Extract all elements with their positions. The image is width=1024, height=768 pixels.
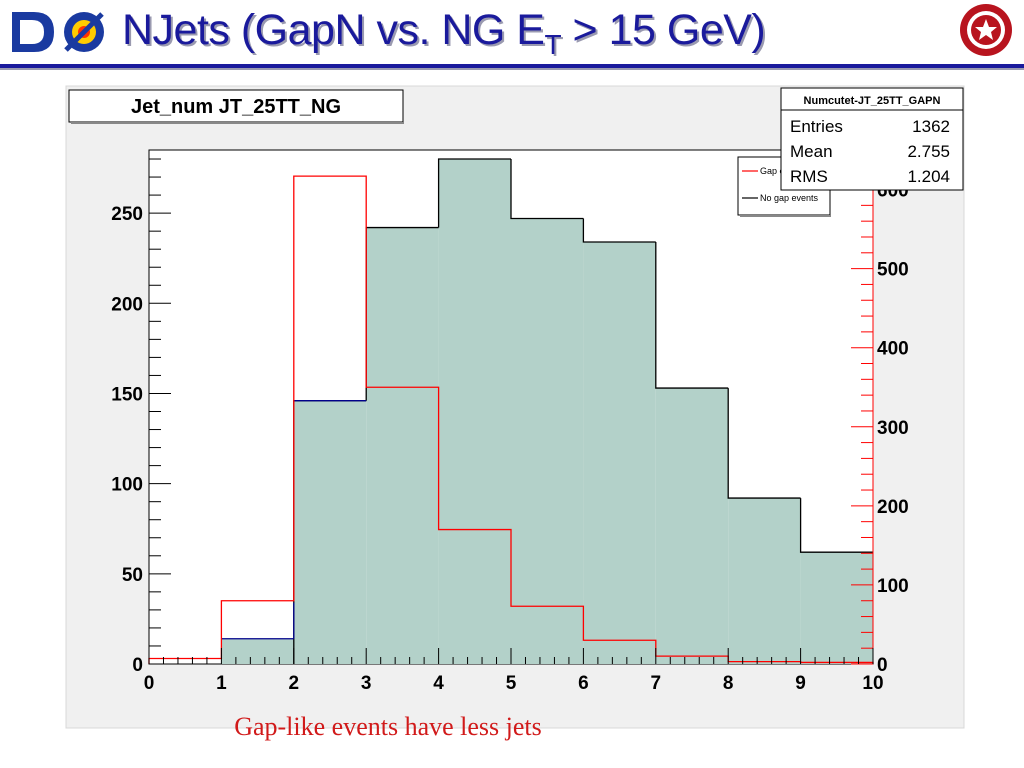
stats-value-rms: 1.204 [907, 167, 950, 186]
x-tick-label: 2 [289, 673, 300, 694]
stats-label-mean: Mean [790, 142, 833, 161]
bar-bin-3 [366, 227, 439, 664]
right-tick-label: 100 [877, 576, 909, 597]
right-tick-label: 200 [877, 497, 909, 518]
university-seal-icon [960, 4, 1012, 56]
bar-bin-5 [511, 218, 584, 665]
bar-bin-9 [800, 552, 873, 664]
slide-header: NJets (GapN vs. NG ET > 15 GeV) [0, 0, 1024, 80]
left-tick-label: 200 [111, 294, 143, 315]
stats-box: Numcutet-JT_25TT_GAPN Entries 1362 Mean … [780, 87, 964, 191]
bar-bin-1 [221, 638, 294, 664]
gap-events-line [148, 175, 874, 664]
left-tick-label: 0 [132, 655, 143, 676]
right-tick-label: 0 [877, 655, 888, 676]
x-axis: 0 1 2 3 4 5 6 7 8 9 10 [144, 648, 884, 694]
histogram-title: Jet_num JT_25TT_NG [131, 96, 341, 118]
slide-caption: Gap-like events have less jets [234, 712, 542, 741]
stats-value-entries: 1362 [912, 117, 950, 136]
stats-label-rms: RMS [790, 167, 828, 186]
x-tick-label: 10 [862, 673, 883, 694]
x-tick-label: 9 [795, 673, 806, 694]
bar-bin-6 [583, 241, 656, 664]
stats-label-entries: Entries [790, 117, 843, 136]
bar-bin-2 [293, 400, 367, 664]
left-tick-label: 50 [122, 565, 143, 586]
left-tick-label: 100 [111, 475, 143, 496]
x-tick-label: 5 [506, 673, 517, 694]
stats-title: Numcutet-JT_25TT_GAPN [804, 95, 941, 107]
stats-value-mean: 2.755 [907, 142, 950, 161]
left-y-axis: 0 50 100 150 200 250 [111, 150, 171, 676]
bar-bin-4 [438, 159, 511, 664]
x-tick-label: 7 [651, 673, 662, 694]
title-rule [0, 64, 1024, 68]
x-tick-label: 6 [578, 673, 589, 694]
blue-step-segments [221, 400, 367, 640]
x-tick-label: 4 [433, 673, 444, 694]
x-tick-label: 3 [361, 673, 372, 694]
d0-logo [6, 8, 112, 56]
bar-bin-7 [655, 388, 729, 664]
no-gap-bars [221, 159, 873, 665]
slide-title: NJets (GapN vs. NG ET > 15 GeV) [122, 6, 766, 60]
bar-bin-8 [728, 498, 801, 664]
legend-entry-no-gap: No gap events [760, 193, 819, 203]
x-tick-label: 1 [216, 673, 227, 694]
right-tick-label: 400 [877, 339, 909, 360]
left-tick-label: 150 [111, 384, 143, 405]
x-tick-label: 8 [723, 673, 734, 694]
left-tick-label: 250 [111, 204, 143, 225]
histogram-title-box: Jet_num JT_25TT_NG [68, 89, 404, 124]
x-tick-label: 0 [144, 673, 155, 694]
right-tick-label: 300 [877, 418, 909, 439]
right-tick-label: 500 [877, 260, 909, 281]
